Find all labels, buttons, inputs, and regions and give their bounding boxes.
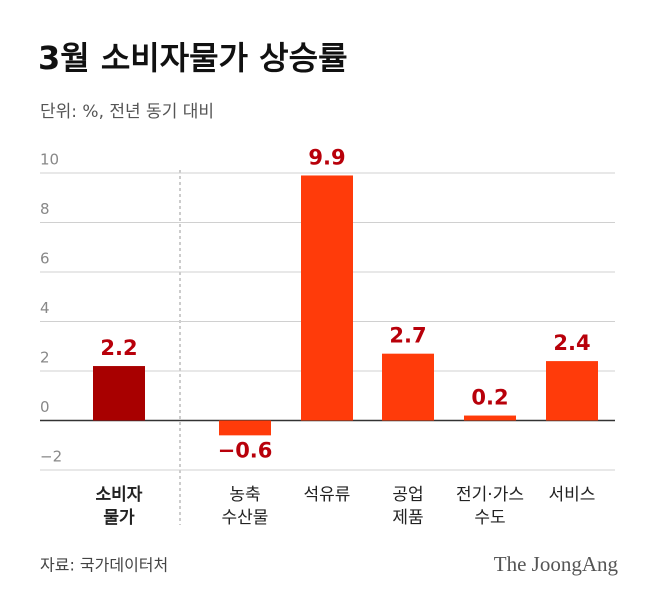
logo: The JoongAng bbox=[494, 552, 619, 576]
bar bbox=[219, 420, 271, 436]
value-label: −0.6 bbox=[218, 438, 273, 462]
y-tick-label: 8 bbox=[40, 200, 50, 218]
bar bbox=[464, 415, 516, 421]
x-tick-label: 석유류 bbox=[304, 485, 351, 505]
chart-title: 3월 소비자물가 상승률 bbox=[38, 39, 348, 77]
y-tick-label: 6 bbox=[40, 250, 50, 268]
x-tick-label: 소비자 bbox=[96, 485, 143, 505]
x-tick-label: 서비스 bbox=[549, 485, 596, 505]
chart-subtitle: 단위: %, 전년 동기 대비 bbox=[40, 102, 214, 122]
y-tick-label: 10 bbox=[40, 151, 59, 169]
value-label: 2.4 bbox=[553, 331, 590, 355]
y-tick-label: −2 bbox=[40, 448, 62, 466]
value-label: 0.2 bbox=[471, 386, 508, 410]
y-tick-label: 4 bbox=[40, 299, 50, 317]
bar bbox=[301, 175, 353, 421]
y-tick-label: 2 bbox=[40, 349, 50, 367]
x-tick-label: 수도 bbox=[474, 508, 505, 528]
bar bbox=[93, 366, 145, 421]
x-tick-label: 물가 bbox=[103, 508, 135, 528]
source: 자료: 국가데이터처 bbox=[40, 556, 168, 575]
x-tick-label: 수산물 bbox=[222, 508, 269, 528]
bar bbox=[546, 361, 598, 421]
bar bbox=[382, 353, 434, 421]
x-tick-label: 제품 bbox=[392, 508, 423, 528]
value-label: 2.2 bbox=[100, 336, 137, 360]
x-tick-label: 전기·가스 bbox=[456, 485, 524, 505]
x-tick-label: 농축 bbox=[229, 485, 260, 505]
value-label: 9.9 bbox=[308, 145, 345, 169]
value-label: 2.7 bbox=[389, 324, 426, 348]
x-tick-label: 공업 bbox=[392, 485, 423, 505]
y-tick-label: 0 bbox=[40, 398, 50, 416]
